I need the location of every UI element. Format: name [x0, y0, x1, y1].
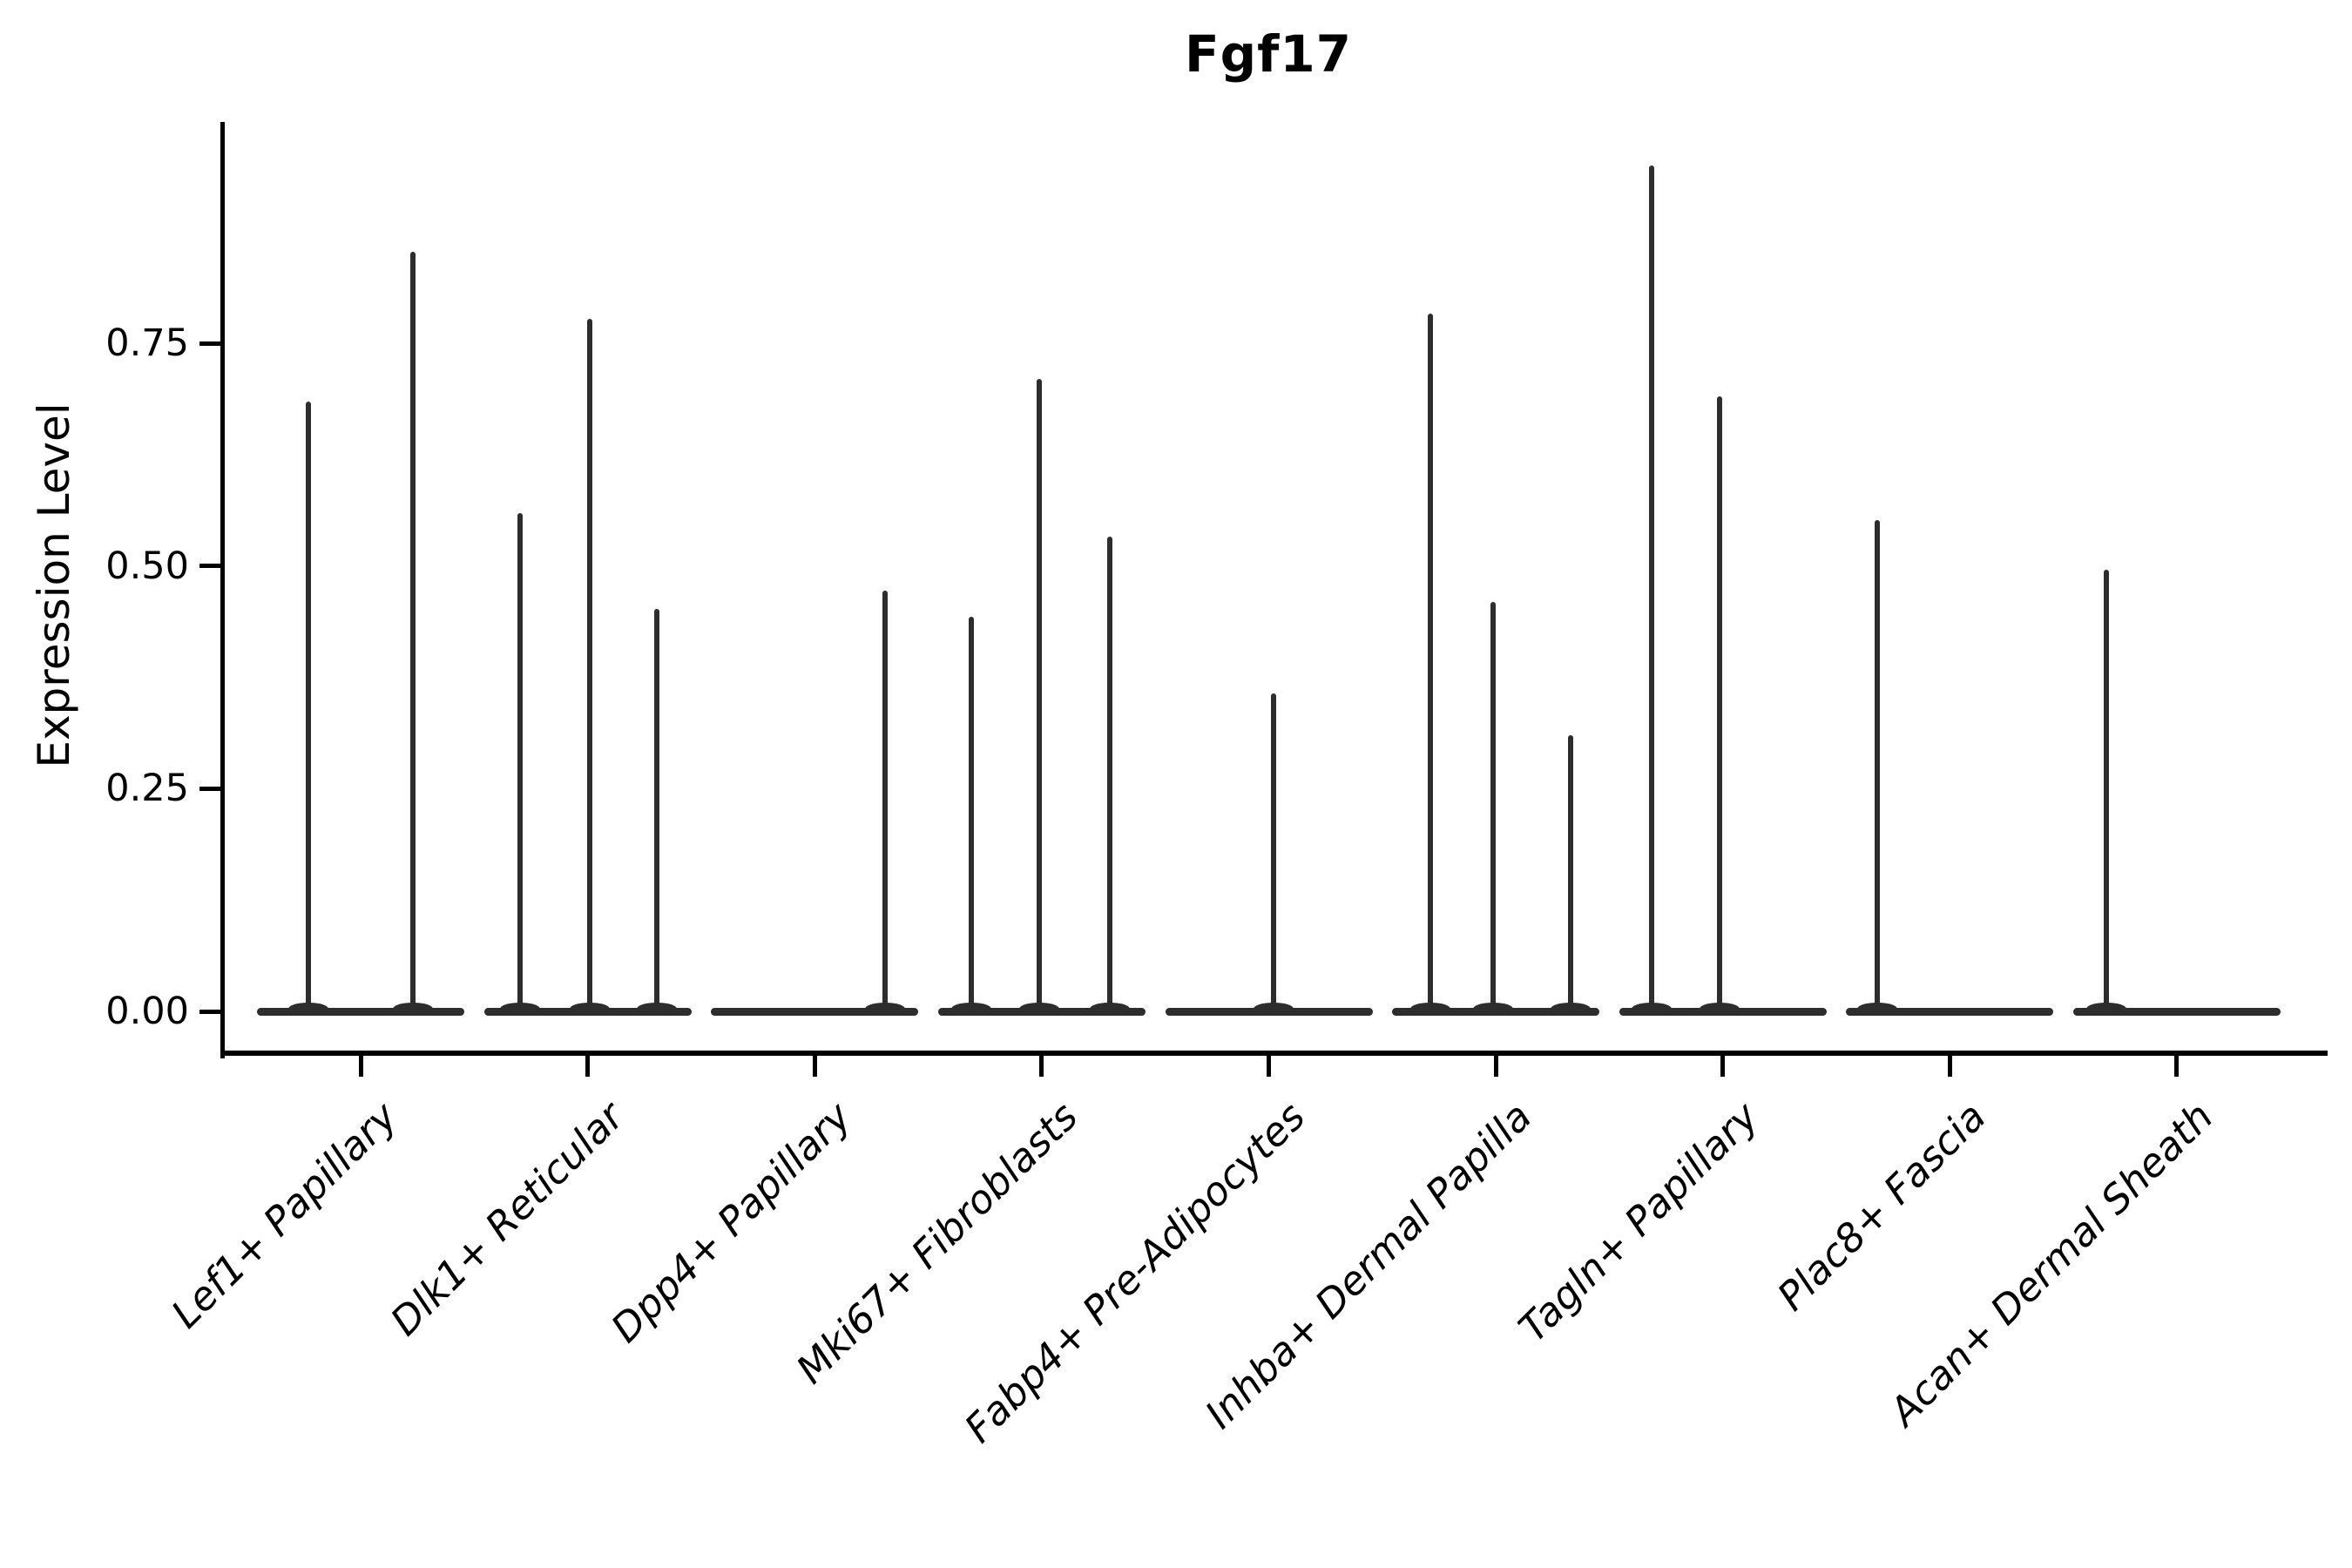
x-tick-label-1: Lef1+ Papillary [161, 1093, 406, 1337]
y-tick [199, 1009, 220, 1014]
y-tick-label: 0.50 [105, 544, 189, 588]
violin-spike [1270, 693, 1276, 1014]
x-tick [812, 1056, 817, 1077]
x-tick [585, 1056, 591, 1077]
x-tick [358, 1056, 363, 1077]
violin-spike [1716, 396, 1722, 1014]
y-tick-label: 0.75 [105, 321, 189, 366]
violin-base [1846, 1008, 2054, 1016]
y-tick [199, 786, 220, 791]
x-tick-label-7: Tagln+ Papillary [1510, 1093, 1768, 1351]
violin-spike [882, 591, 889, 1014]
violin-base [257, 1008, 465, 1016]
y-tick-label: 0.00 [105, 990, 189, 1033]
violin-spike [2103, 569, 2109, 1014]
violin-spike [306, 401, 312, 1014]
y-tick [199, 341, 220, 346]
x-tick-label-8: Plac8+ Fascia [1767, 1093, 1995, 1320]
violin-spike [410, 251, 416, 1014]
violin-spike [1568, 734, 1574, 1014]
violin-base [711, 1008, 919, 1016]
x-tick-label-3: Dpp4+ Papillary [601, 1093, 860, 1352]
violin-spike [654, 608, 660, 1014]
violin-spike [587, 319, 593, 1014]
x-tick [1267, 1056, 1272, 1077]
x-tick [1947, 1056, 1952, 1077]
violin-spike [1427, 314, 1433, 1014]
violin-spike [1490, 601, 1497, 1014]
violin-spike [1107, 536, 1113, 1014]
violin-spike [1648, 165, 1654, 1014]
chart-title: Fgf17 [1184, 24, 1353, 84]
x-tick [1493, 1056, 1498, 1077]
y-axis-spine [220, 122, 225, 1058]
y-tick [199, 564, 220, 569]
y-tick-label: 0.25 [105, 767, 189, 811]
x-axis-spine [220, 1051, 2328, 1056]
violin-base [2072, 1008, 2281, 1016]
violin-spike [1037, 378, 1043, 1014]
violin-spike [969, 616, 975, 1014]
x-tick [1720, 1056, 1726, 1077]
x-tick [1039, 1056, 1044, 1077]
violin-spike [517, 513, 523, 1014]
x-tick [2174, 1056, 2180, 1077]
violin-spike [1874, 519, 1880, 1014]
x-tick-label-2: Dlk1+ Reticular [382, 1093, 633, 1345]
